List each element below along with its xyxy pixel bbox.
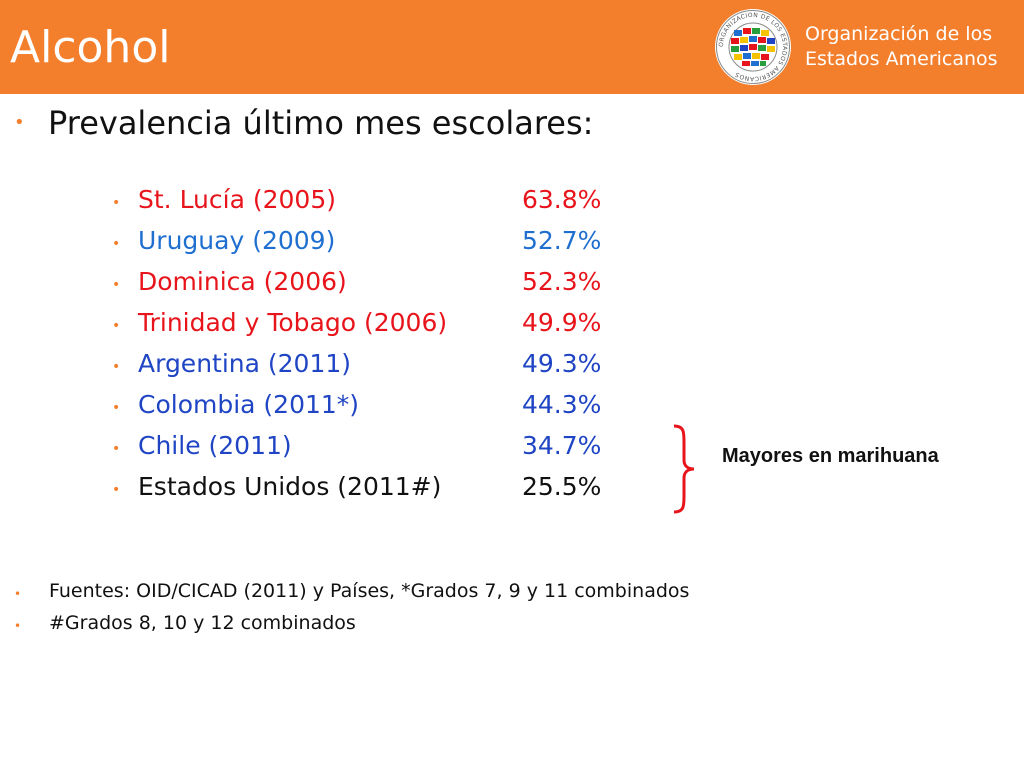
org-name: Organización de los Estados Americanos <box>805 22 998 72</box>
prevalence-value: 34.7% <box>522 431 602 460</box>
header-bar: Alcohol ORGANIZACION DE LOS ESTADOS AMER… <box>0 0 1024 94</box>
bullet-icon: • <box>112 359 121 375</box>
list-item: • Chile (2011) 34.7% <box>112 429 632 470</box>
list-item: • Uruguay (2009) 52.7% <box>112 224 632 265</box>
prevalence-value: 49.3% <box>522 349 602 378</box>
prevalence-value: 49.9% <box>522 308 602 337</box>
country-label: Estados Unidos (2011#) <box>138 472 442 501</box>
list-item: • Dominica (2006) 52.3% <box>112 265 632 306</box>
curly-brace-icon <box>673 424 695 514</box>
bullet-icon: • <box>112 318 121 334</box>
list-item: • Argentina (2011) 49.3% <box>112 347 632 388</box>
main-bullet: • Prevalencia último mes escolares: <box>14 104 593 142</box>
bullet-icon: • <box>112 441 121 457</box>
list-item: • St. Lucía (2005) 63.8% <box>112 183 632 224</box>
prevalence-value: 25.5% <box>522 472 602 501</box>
oas-seal-logo: ORGANIZACION DE LOS ESTADOS AMERICANOS <box>715 9 791 85</box>
bullet-icon: • <box>14 111 25 133</box>
country-label: Trinidad y Tobago (2006) <box>138 308 448 337</box>
prevalence-value: 52.7% <box>522 226 602 255</box>
country-label: St. Lucía (2005) <box>138 185 336 214</box>
prevalence-value: 63.8% <box>522 185 602 214</box>
bullet-icon: • <box>112 277 121 293</box>
bullet-icon: • <box>14 619 22 633</box>
list-item: • Colombia (2011*) 44.3% <box>112 388 632 429</box>
country-label: Chile (2011) <box>138 431 292 460</box>
country-label: Uruguay (2009) <box>138 226 336 255</box>
bullet-icon: • <box>112 400 121 416</box>
country-label: Argentina (2011) <box>138 349 352 378</box>
bullet-icon: • <box>112 236 121 252</box>
org-name-line2: Estados Americanos <box>805 48 998 70</box>
prevalence-value: 44.3% <box>522 390 602 419</box>
prevalence-list: • St. Lucía (2005) 63.8% • Uruguay (2009… <box>112 183 632 511</box>
bullet-icon: • <box>14 587 22 601</box>
bullet-icon: • <box>112 195 121 211</box>
annotation-note: Mayores en marihuana <box>722 445 939 467</box>
bullet-icon: • <box>112 482 121 498</box>
country-label: Dominica (2006) <box>138 267 347 296</box>
main-bullet-text: Prevalencia último mes escolares: <box>48 104 594 142</box>
list-item: • Trinidad y Tobago (2006) 49.9% <box>112 306 632 347</box>
source-text: Fuentes: OID/CICAD (2011) y Países, *Gra… <box>49 580 690 602</box>
country-label: Colombia (2011*) <box>138 390 360 419</box>
source-text: #Grados 8, 10 y 12 combinados <box>49 612 356 634</box>
list-item: • Estados Unidos (2011#) 25.5% <box>112 470 632 511</box>
prevalence-value: 52.3% <box>522 267 602 296</box>
org-name-line1: Organización de los <box>805 23 993 45</box>
slide-title: Alcohol <box>10 22 171 73</box>
